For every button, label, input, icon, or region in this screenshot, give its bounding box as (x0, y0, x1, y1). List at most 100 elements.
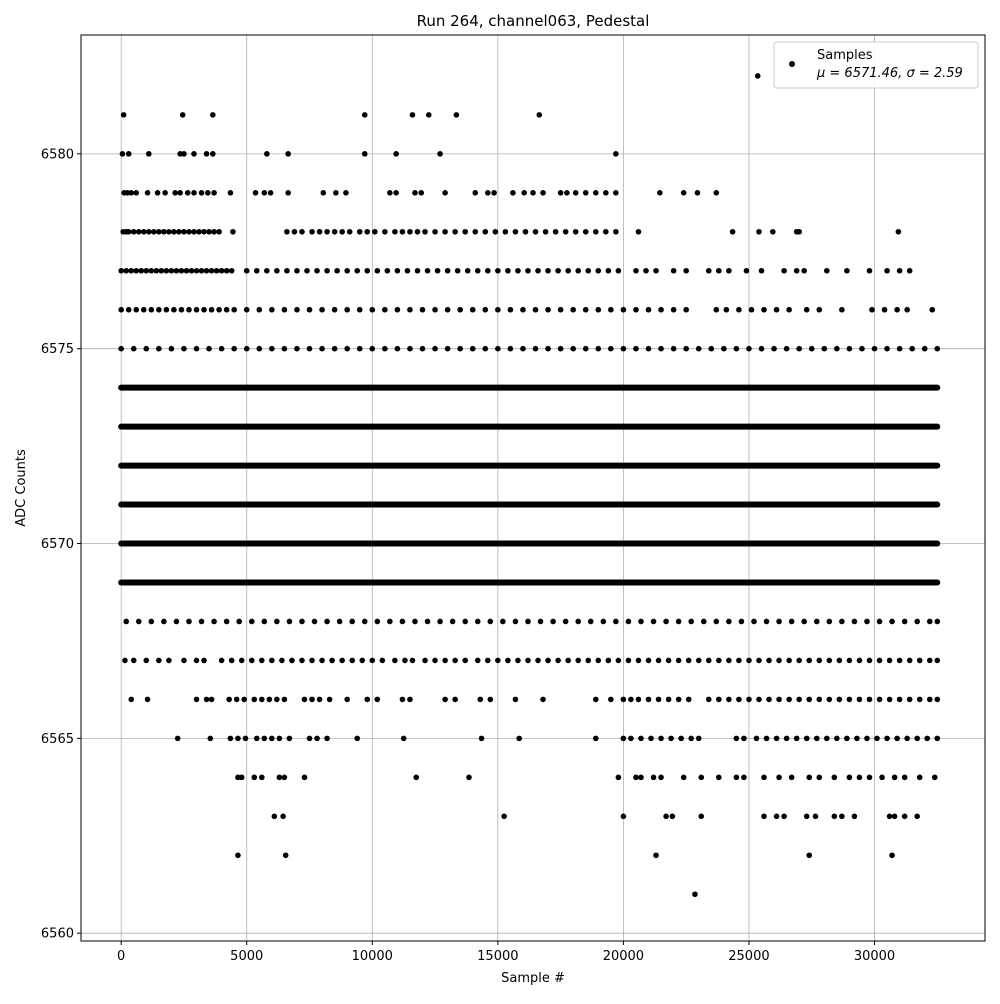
sample-point (135, 618, 142, 625)
sample-point (786, 657, 792, 664)
sample-point (216, 306, 222, 313)
sample-point (231, 306, 237, 313)
sample-point (869, 306, 875, 313)
sample-point (736, 696, 742, 703)
sample-point (884, 735, 890, 742)
sample-point (746, 345, 752, 352)
sample-point (906, 696, 913, 703)
sample-point (620, 696, 627, 703)
sample-point (266, 696, 273, 703)
sample-point (201, 657, 207, 664)
sample-point (552, 228, 559, 235)
sample-point (412, 190, 418, 196)
sample-point (452, 228, 458, 235)
sample-point (694, 190, 701, 196)
sample-point (826, 618, 833, 625)
sample-point (444, 345, 451, 352)
sample-point (171, 228, 177, 235)
sample-point (198, 190, 205, 196)
sample-point (361, 618, 368, 625)
sample-point (891, 813, 898, 820)
sample-point (227, 735, 234, 742)
sample-point (324, 228, 330, 235)
sample-point (721, 345, 727, 352)
sample-point (570, 306, 576, 313)
sample-point (269, 735, 275, 742)
sample-point (216, 228, 222, 235)
sample-point (294, 345, 300, 352)
sample-point (437, 618, 443, 625)
sample-point (316, 696, 323, 703)
sample-point (140, 306, 147, 313)
sample-point (243, 306, 250, 313)
sample-point (414, 228, 421, 235)
sample-point (356, 345, 363, 352)
y-axis-ticks: 6560 6565 6570 6575 6580 (41, 147, 81, 942)
sample-point (705, 696, 712, 703)
sample-point (658, 735, 664, 742)
sample-point (243, 267, 250, 274)
sample-point (407, 345, 413, 352)
sample-point (156, 306, 162, 313)
sample-point (177, 190, 183, 196)
sample-point (796, 657, 802, 664)
sample-point (695, 735, 702, 742)
sample-point (284, 228, 290, 235)
y-tick-label: 6580 (41, 147, 74, 162)
sample-point (675, 657, 682, 664)
sample-point (267, 190, 274, 196)
sample-point (457, 345, 463, 352)
sample-point (557, 190, 564, 196)
sample-point (462, 618, 469, 625)
sample-point (806, 852, 813, 859)
sample-point (741, 774, 747, 781)
sample-point (901, 618, 908, 625)
sample-point (726, 267, 732, 274)
sample-point (535, 657, 541, 664)
sample-point (374, 618, 381, 625)
sample-point (645, 306, 652, 313)
sample-point (274, 696, 280, 703)
sample-point (218, 267, 225, 274)
sample-point (816, 774, 823, 781)
sample-point (669, 813, 676, 820)
sample-point (796, 228, 802, 235)
sample-point (374, 696, 381, 703)
sample-point (331, 345, 338, 352)
sample-point (904, 306, 910, 313)
sample-point (708, 345, 715, 352)
sample-point (392, 228, 398, 235)
sample-point (171, 306, 177, 313)
sample-point (253, 735, 260, 742)
sample-point (452, 657, 458, 664)
sample-point (733, 774, 740, 781)
sample-point (442, 228, 448, 235)
sample-point (457, 306, 463, 313)
sample-point (485, 190, 491, 196)
sample-point (264, 151, 270, 157)
sample-point (683, 345, 689, 352)
sample-point (516, 735, 522, 742)
sample-point (176, 228, 182, 235)
sample-point (663, 618, 669, 625)
sample-point (655, 657, 662, 664)
sample-point (650, 774, 657, 781)
sample-point (685, 657, 692, 664)
sample-point (761, 774, 767, 781)
y-axis-label: ADC Counts (14, 449, 29, 527)
sample-point (495, 657, 501, 664)
sample-point (766, 696, 772, 703)
sample-point (130, 657, 137, 664)
sample-point (726, 657, 732, 664)
sample-point (934, 696, 941, 703)
sample-point (645, 345, 652, 352)
sample-point (462, 228, 469, 235)
sample-point (474, 267, 481, 274)
sample-point (889, 618, 895, 625)
sample-point (374, 267, 381, 274)
sample-point (532, 345, 539, 352)
sample-point (620, 345, 627, 352)
sample-point (454, 267, 461, 274)
sample-point (821, 345, 828, 352)
